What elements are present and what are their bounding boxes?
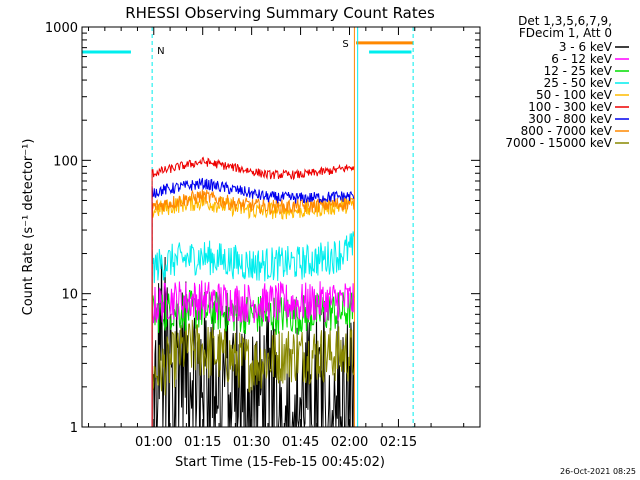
x-tick-label-1: 01:00 (135, 435, 172, 450)
legend-label-7: 300 - 800 keV (528, 112, 612, 126)
axes: 01:00 01:15 01:30 01:45 02:00 02:15 1 10 100 1000 (45, 21, 481, 450)
y-axis-label: Count Rate (s⁻¹ detector⁻¹) (21, 139, 36, 316)
legend-label-3: 12 - 25 keV (544, 64, 613, 78)
plot-area: NS (82, 27, 414, 428)
legend-label-9: 7000 - 15000 keV (505, 136, 612, 150)
x-tick-label-2: 01:15 (184, 435, 221, 450)
series-line-5 (151, 194, 355, 427)
legend-header-1: Det 1,3,5,6,7,9, (518, 14, 612, 28)
x-tick-label-3: 01:30 (233, 435, 270, 450)
timestamp: 26-Oct-2021 08:25 (560, 467, 636, 476)
series-line-4 (151, 231, 355, 427)
legend-label-4: 25 - 50 keV (544, 76, 613, 90)
y-tick-label-1: 1 (70, 421, 78, 436)
legend-header-2: FDecim 1, Att 0 (519, 26, 612, 40)
y-tick-label-4: 1000 (45, 21, 78, 36)
legend: Det 1,3,5,6,7,9,FDecim 1, Att 03 - 6 keV… (505, 14, 629, 150)
y-tick-label-2: 10 (61, 288, 78, 303)
chart-title: RHESSI Observing Summary Count Rates (125, 4, 435, 22)
y-tick-label-3: 100 (53, 154, 78, 169)
legend-label-1: 3 - 6 keV (559, 40, 613, 54)
series-line-3 (151, 289, 355, 427)
series-line-1 (151, 256, 355, 428)
x-tick-label-4: 01:45 (282, 435, 319, 450)
series-line-6 (151, 156, 355, 427)
x-tick-label-6: 02:15 (380, 435, 417, 450)
series-line-7 (151, 177, 355, 427)
legend-label-2: 6 - 12 keV (551, 52, 613, 66)
series-line-9 (151, 319, 355, 427)
x-tick-label-5: 02:00 (331, 435, 368, 450)
legend-label-6: 100 - 300 keV (528, 100, 612, 114)
x-axis-label: Start Time (15-Feb-15 00:45:02) (175, 455, 385, 470)
series-line-2 (151, 280, 355, 427)
saa-marker-label: S (342, 39, 348, 50)
legend-label-5: 50 - 100 keV (536, 88, 613, 102)
plot-frame (81, 26, 481, 428)
legend-label-8: 800 - 7000 keV (521, 124, 613, 138)
night-marker-label: N (157, 46, 164, 57)
